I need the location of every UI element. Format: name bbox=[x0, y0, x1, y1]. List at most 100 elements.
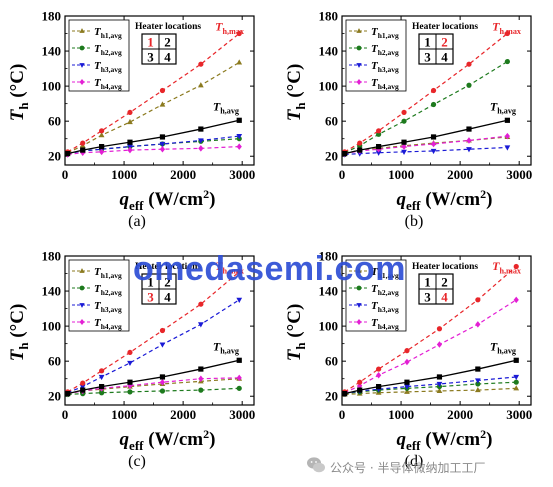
tavg-annotation: Th,avg bbox=[213, 99, 239, 115]
data-point bbox=[404, 358, 410, 366]
x-tick-label: 3000 bbox=[229, 167, 255, 182]
legend-marker bbox=[356, 285, 362, 291]
data-point bbox=[474, 386, 481, 393]
tavg-annotation: Th,avg bbox=[490, 99, 516, 115]
legend-label: Th3,avg bbox=[94, 60, 122, 74]
data-point bbox=[404, 384, 410, 390]
data-point bbox=[198, 366, 204, 372]
legend-frame bbox=[345, 19, 407, 92]
data-point bbox=[159, 134, 166, 140]
data-point bbox=[127, 118, 133, 125]
data-point bbox=[404, 348, 410, 354]
legend: Th1,avg Th2,avg Th3,avg Th4,avg bbox=[345, 19, 407, 92]
data-point bbox=[504, 117, 510, 123]
data-point bbox=[198, 301, 204, 307]
heater-cell-3: 3 bbox=[424, 50, 431, 65]
heater-cell-4: 4 bbox=[441, 50, 448, 65]
heater-cell-2: 2 bbox=[441, 275, 448, 290]
chart-panel-1: 20 60 100 140 180 0 1000 2000 3000 Th (°C) qeff (W… bbox=[7, 9, 255, 231]
data-point bbox=[159, 327, 166, 334]
data-point bbox=[236, 269, 242, 275]
data-point bbox=[159, 145, 166, 153]
legend: Th1,avg Th2,avg Th3,avg Th4,avg bbox=[68, 19, 130, 92]
data-point bbox=[159, 141, 166, 148]
data-point bbox=[513, 296, 519, 304]
legend-marker bbox=[79, 319, 85, 325]
data-point bbox=[236, 385, 242, 391]
x-tick-label: 2000 bbox=[170, 407, 196, 422]
data-point bbox=[466, 82, 472, 88]
y-tick-label: 180 bbox=[319, 249, 339, 264]
data-point bbox=[401, 143, 407, 150]
x-axis-label: qeff (W/cm2) bbox=[120, 427, 216, 453]
data-point bbox=[236, 59, 243, 65]
tavg-annotation: Th,avg bbox=[213, 339, 239, 355]
data-point bbox=[436, 341, 443, 348]
y-tick-label: 20 bbox=[48, 149, 61, 164]
tmax-annotation: Th,max bbox=[215, 20, 245, 36]
x-tick-label: 0 bbox=[62, 167, 69, 182]
y-tick-label: 180 bbox=[42, 249, 62, 264]
y-tick-label: 100 bbox=[319, 319, 339, 334]
data-point bbox=[197, 322, 204, 328]
legend-marker bbox=[79, 45, 85, 51]
data-point bbox=[504, 132, 510, 140]
series-line bbox=[67, 119, 240, 155]
heater-cell-1: 1 bbox=[424, 275, 431, 290]
legend-marker bbox=[356, 28, 362, 33]
x-tick-label: 3000 bbox=[506, 407, 532, 422]
data-point bbox=[357, 382, 363, 389]
data-point bbox=[79, 384, 86, 390]
data-point bbox=[466, 147, 472, 153]
legend-marker bbox=[79, 63, 85, 68]
data-point bbox=[127, 360, 133, 367]
data-point bbox=[404, 388, 410, 394]
panel-caption: (c) bbox=[128, 453, 146, 470]
heater-cell-2: 2 bbox=[164, 35, 171, 50]
heater-cell-4: 4 bbox=[441, 290, 448, 305]
data-point bbox=[474, 378, 481, 384]
legend-marker bbox=[356, 45, 362, 51]
data-point bbox=[159, 101, 166, 107]
data-point bbox=[475, 381, 481, 387]
y-tick-label: 100 bbox=[42, 319, 62, 334]
data-point bbox=[99, 148, 105, 156]
data-point bbox=[475, 366, 481, 372]
data-point bbox=[504, 58, 510, 65]
x-tick-label: 1000 bbox=[111, 407, 137, 422]
data-point bbox=[376, 383, 382, 390]
data-point bbox=[466, 126, 472, 132]
heater-cell-4: 4 bbox=[164, 50, 171, 65]
data-point bbox=[401, 109, 407, 116]
plot-frame bbox=[64, 15, 255, 166]
y-axis-label: Th (°C) bbox=[284, 304, 308, 362]
legend-label: Th2,avg bbox=[371, 283, 399, 297]
data-point bbox=[475, 297, 481, 303]
legend-marker bbox=[356, 268, 362, 273]
data-point bbox=[80, 380, 86, 386]
heater-cell-3: 3 bbox=[424, 290, 431, 305]
x-axis-label: qeff (W/cm2) bbox=[397, 427, 493, 453]
legend-label: Th2,avg bbox=[371, 43, 399, 57]
legend-marker bbox=[356, 63, 362, 68]
legend-marker bbox=[356, 303, 362, 308]
wechat-icon bbox=[307, 457, 325, 473]
heater-locations-title: Heater locations bbox=[412, 22, 478, 32]
data-point bbox=[430, 140, 437, 148]
x-tick-label: 0 bbox=[62, 407, 69, 422]
data-point bbox=[236, 357, 242, 363]
data-point bbox=[466, 137, 472, 144]
legend: Th1,avg Th2,avg Th3,avg Th4,avg bbox=[68, 259, 130, 332]
legend-marker bbox=[79, 79, 85, 85]
data-point bbox=[127, 109, 133, 116]
x-tick-label: 2000 bbox=[447, 407, 473, 422]
data-point bbox=[159, 388, 166, 394]
legend-label: Th3,avg bbox=[371, 300, 399, 314]
data-point bbox=[198, 61, 204, 67]
legend-marker bbox=[79, 303, 85, 308]
y-axis-label: Th (°C) bbox=[7, 304, 31, 362]
data-point bbox=[236, 374, 242, 382]
y-tick-label: 140 bbox=[42, 284, 62, 299]
data-point bbox=[159, 342, 166, 348]
series-line bbox=[344, 387, 517, 396]
